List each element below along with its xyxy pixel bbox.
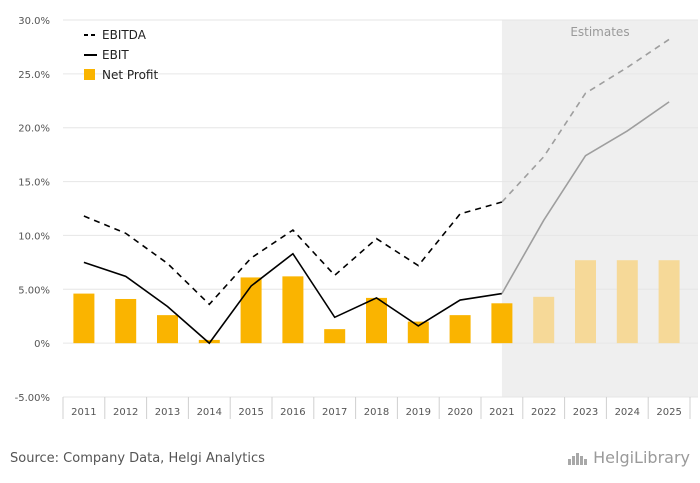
x-tick-label: 2017	[322, 407, 347, 418]
helgi-library-logo: HelgiLibrary	[567, 448, 690, 467]
y-tick-label: 30.0%	[18, 16, 50, 27]
bar-net-profit	[324, 329, 346, 344]
x-tick-label: 2014	[197, 407, 222, 418]
logo-text: HelgiLibrary	[593, 448, 690, 467]
x-tick-label: 2011	[71, 407, 96, 418]
bar-net-profit	[575, 260, 596, 344]
helgi-library-icon	[568, 452, 588, 465]
line-ebit-estimate	[501, 101, 670, 294]
bar-net-profit	[282, 276, 304, 344]
x-tick-label: 2018	[364, 407, 389, 418]
x-tick-label: 2022	[531, 407, 556, 418]
bar-net-profit	[616, 260, 638, 344]
bar-net-profit	[115, 298, 137, 344]
bar-net-profit	[533, 296, 555, 344]
x-tick-label: 2021	[489, 407, 514, 418]
bar-net-profit	[491, 303, 513, 344]
line-ebitda	[83, 201, 503, 306]
chart: Estimates -5.00% 0% 5.00% 10.0% 15.0% 20.0% 25…	[15, 16, 698, 419]
legend-label-net-profit: Net Profit	[102, 68, 158, 82]
estimates-label: Estimates	[570, 25, 629, 39]
bar-net-profit	[658, 260, 680, 344]
x-tick-label: 2020	[447, 407, 472, 418]
x-tick-label: 2024	[615, 407, 640, 418]
line-ebit	[83, 252, 503, 345]
x-tick-label: 2012	[113, 407, 138, 418]
y-tick-label: 25.0%	[18, 70, 50, 81]
x-tick-label: 2019	[406, 407, 431, 418]
x-tick-label: 2023	[573, 407, 598, 418]
y-tick-label: 20.0%	[18, 124, 50, 135]
y-tick-label: 15.0%	[18, 178, 50, 189]
bar-net-profit	[157, 315, 178, 344]
legend-label-ebitda: EBITDA	[102, 28, 147, 42]
bar-net-profit	[449, 315, 471, 344]
line-ebitda-estimate	[501, 38, 670, 203]
bar-net-profit	[73, 293, 95, 344]
x-tick-label: 2025	[656, 407, 681, 418]
x-tick-label: 2016	[280, 407, 305, 418]
y-tick-label: 10.0%	[18, 231, 50, 242]
y-tick-label: 0%	[34, 339, 50, 350]
x-tick-label: 2015	[238, 407, 263, 418]
bar-net-profit	[407, 321, 429, 344]
y-tick-label: 5.00%	[18, 285, 50, 296]
legend-swatch-net-profit	[84, 69, 95, 80]
x-tick-label: 2013	[155, 407, 180, 418]
y-tick-label: -5.00%	[15, 393, 50, 404]
bar-net-profit	[198, 339, 220, 344]
bar-net-profit	[366, 297, 387, 344]
legend-label-ebit: EBIT	[102, 48, 129, 62]
source-note: Source: Company Data, Helgi Analytics	[10, 451, 265, 466]
